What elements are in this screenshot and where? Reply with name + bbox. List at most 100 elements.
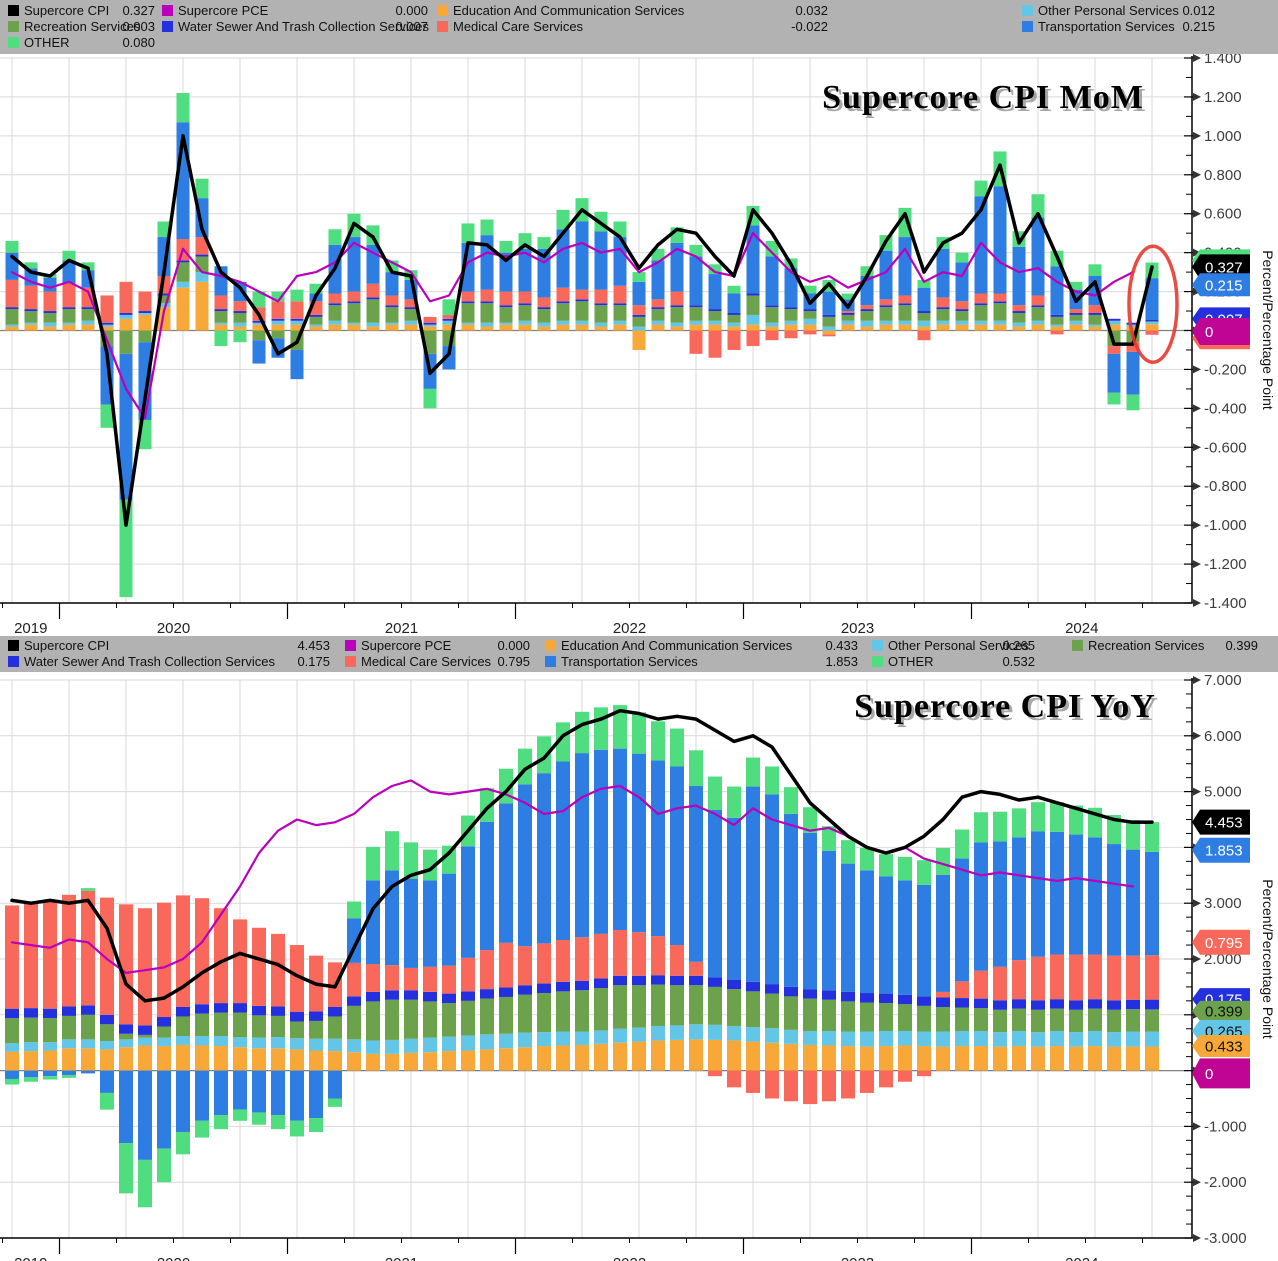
legend-label: Other Personal Services	[888, 638, 1029, 653]
legend-item[interactable]: Medical Care Services -0.022	[0, 19, 1278, 34]
legend-item[interactable]: Recreation Services 0.399	[0, 638, 1278, 653]
legend-label: Education And Communication Services	[453, 3, 685, 18]
axis-tick-label: 6.000	[1204, 728, 1242, 745]
legend-item[interactable]: Education And Communication Services 0.43…	[0, 638, 1278, 653]
legend-item[interactable]: OTHER 0.532	[0, 654, 1278, 669]
axis-tick-label: 7.000	[1204, 672, 1242, 689]
series-water-sewer-and-trash-collection-services	[5, 975, 1159, 1035]
supercore-cpi-line	[10, 708, 1154, 1003]
legend-item[interactable]: Transportation Services 1.853	[0, 654, 1278, 669]
series-transportation-services	[5, 748, 1159, 1160]
axis-value-tag-text: 0.327	[1205, 259, 1243, 276]
year-label: 2021	[385, 1255, 418, 1261]
axis-value-tag-text: 0	[1205, 324, 1213, 341]
axis-tick-label: 0.600	[1204, 206, 1242, 223]
legend-item[interactable]: OTHER 0.080	[0, 35, 1278, 50]
legend-swatch-icon	[8, 21, 19, 32]
axis-tick-label: 1.200	[1204, 89, 1242, 106]
legend-swatch-icon	[8, 5, 19, 16]
yoy-title: Supercore CPI YoY	[854, 688, 1156, 725]
legend-item[interactable]: Medical Care Services 0.795	[0, 654, 1278, 669]
legend-item[interactable]: Supercore CPI 0.327	[0, 3, 1278, 18]
axis-tick-label: 0.800	[1204, 167, 1242, 184]
axis-value-tag-text: 1.853	[1205, 843, 1243, 860]
legend-item[interactable]: Recreation Services 0.003	[0, 19, 1278, 34]
legend-swatch-icon	[8, 37, 19, 48]
axis-value-tag	[1192, 1058, 1250, 1089]
axis-tick-label: -0.400	[1204, 400, 1247, 417]
axis-value-tag	[1192, 273, 1250, 297]
x-axis: 2019 2020 2021 2022 2023 2024	[0, 602, 1192, 636]
supercore-pce-line	[10, 779, 1135, 974]
axis-tick-label: -1.000	[1204, 1118, 1247, 1135]
x-axis: 2019 2020 2021 2022 2023 2024	[0, 1237, 1192, 1261]
axis-tick-label: -0.600	[1204, 439, 1247, 456]
legend-label: Supercore PCE	[361, 638, 452, 653]
legend-value: 0.532	[1002, 654, 1035, 669]
legend-label: Recreation Services	[1088, 638, 1205, 653]
legend-swatch-icon	[437, 21, 448, 32]
right-axis: -3.000-2.000-1.00001.0002.0003.0004.0005…	[1184, 672, 1247, 1247]
legend-value: 0.265	[1002, 638, 1035, 653]
legend-value: 0.175	[297, 654, 330, 669]
legend-item[interactable]: Education And Communication Services 0.03…	[0, 3, 1278, 18]
axis-tick-label: -1.200	[1204, 556, 1247, 573]
legend-item[interactable]: Transportation Services 0.215	[0, 19, 1278, 34]
series-recreation-services	[5, 256, 1159, 354]
legend-item[interactable]: Supercore CPI 4.453	[0, 638, 1278, 653]
legend-item[interactable]: Water Sewer And Trash Collection Service…	[0, 19, 1278, 34]
axis-value-tag-text: 0.215	[1205, 277, 1243, 294]
legend-value: 0.795	[497, 654, 530, 669]
axis-value-tag-text: 4.453	[1205, 815, 1243, 832]
series-other-personal-services	[5, 272, 1159, 331]
legend-value: 4.453	[297, 638, 330, 653]
axis-tick-label: 5.000	[1204, 784, 1242, 801]
axis-tick-label: -1.000	[1204, 517, 1247, 534]
axis-tick-label: 3.000	[1204, 895, 1242, 912]
legend-swatch-icon	[1072, 640, 1083, 651]
legend-value: 0.080	[122, 35, 155, 50]
legend-value: 1.853	[825, 654, 858, 669]
mom-title-shadow: Supercore CPI MoM	[825, 82, 1147, 119]
axis-value-tag	[1192, 317, 1250, 345]
legend-swatch-icon	[872, 640, 883, 651]
series-education-and-communication-services	[5, 281, 1159, 350]
legend-value: 0.215	[1182, 19, 1215, 34]
legend-item[interactable]: Water Sewer And Trash Collection Service…	[0, 654, 1278, 669]
axis-value-tag-text: 0.795	[1205, 935, 1243, 952]
legend-swatch-icon	[1022, 21, 1033, 32]
series-recreation-services	[5, 984, 1159, 1044]
legend-label: Water Sewer And Trash Collection Service…	[178, 19, 429, 34]
legend-value: 0.007	[395, 19, 428, 34]
yoy-chart: -3.000-2.000-1.00001.0002.0003.0004.0005…	[0, 672, 1276, 1261]
legend-value: 0.327	[122, 3, 155, 18]
legend-item[interactable]: Supercore PCE 0.000	[0, 3, 1278, 18]
axis-value-tag	[1192, 1000, 1250, 1021]
series-water-sewer-and-trash-collection-services	[5, 254, 1159, 325]
legend-item[interactable]: Supercore PCE 0.000	[0, 638, 1278, 653]
legend-value: 0.003	[122, 19, 155, 34]
legend-label: Medical Care Services	[453, 19, 584, 34]
legend-label: Supercore CPI	[24, 3, 110, 18]
legend-item[interactable]: Other Personal Services 0.012	[0, 3, 1278, 18]
yoy-legend: Supercore CPI 4.453 Supercore PCE 0.000 Educ…	[0, 636, 1278, 672]
axis-value-tag	[1192, 1035, 1250, 1058]
supercore-pce-line	[10, 232, 1135, 420]
series-medical-care-services	[5, 237, 1159, 358]
axis-tick-label: -3.000	[1204, 1230, 1247, 1247]
legend-swatch-icon	[345, 640, 356, 651]
series-medical-care-services	[5, 890, 1159, 1105]
legend-label: Transportation Services	[561, 654, 698, 669]
year-label: 2021	[385, 620, 418, 636]
supercore-cpi-line	[10, 134, 1154, 527]
legend-label: Transportation Services	[1038, 19, 1175, 34]
legend-swatch-icon	[872, 656, 883, 667]
legend-swatch-icon	[8, 656, 19, 667]
legend-value: 0.000	[395, 3, 428, 18]
axis-value-tag-text: 0	[1205, 1066, 1213, 1083]
year-label: 2020	[157, 620, 190, 636]
legend-item[interactable]: Other Personal Services 0.265	[0, 638, 1278, 653]
legend-swatch-icon	[1022, 5, 1033, 16]
legend-value: 0.000	[497, 638, 530, 653]
